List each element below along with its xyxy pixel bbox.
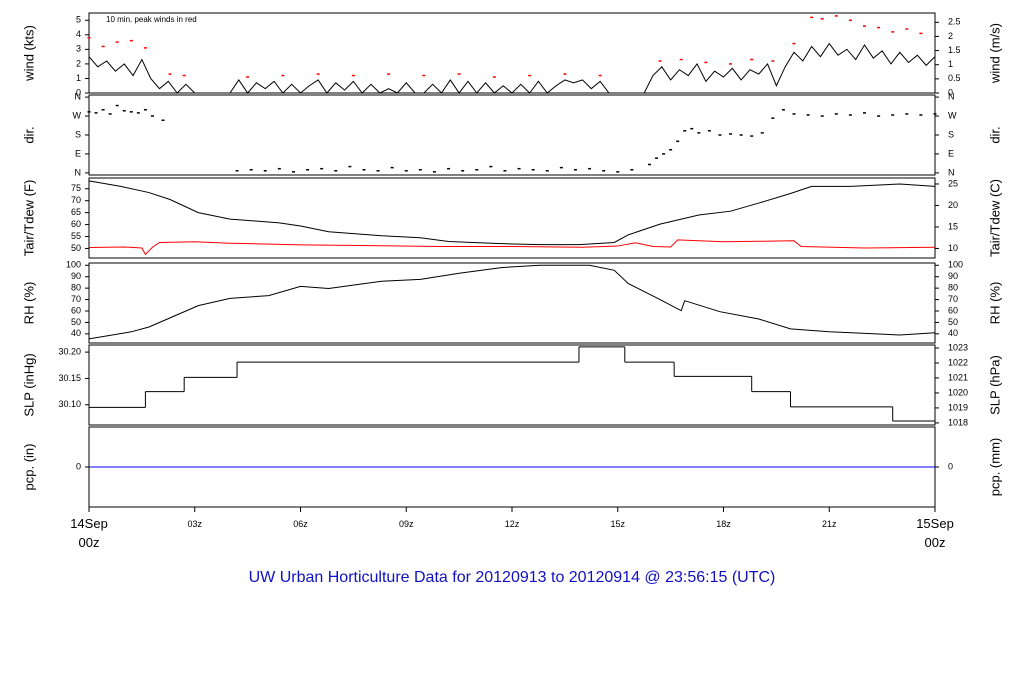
panel-frame <box>88 94 936 176</box>
y2-tick-label: 20 <box>948 200 958 210</box>
y2-tick-label: 2 <box>948 31 953 41</box>
panel-frame <box>88 344 936 426</box>
y2-tick-label: S <box>948 129 954 139</box>
y2-tick-label: 25 <box>948 178 958 188</box>
x-tick-label: 15z <box>610 519 625 529</box>
y2-tick-label: W <box>948 110 957 120</box>
y-tick-label: 50 <box>71 243 81 253</box>
y-tick-label: 3 <box>76 44 81 54</box>
y2-axis-title: pcp. (mm) <box>987 438 1002 497</box>
panel: 0 1 2 3 4 5 0 0.5 1 1.5 2 2.5 wind (kts) wind (m/s) 10… <box>21 12 1002 97</box>
y-tick-label: 1 <box>76 73 81 83</box>
x-tick-label: 09z <box>399 519 414 529</box>
data-line <box>88 264 936 340</box>
x-tick-label: 14Sep 00z <box>70 516 108 550</box>
annotation: 10 min. peak winds in red <box>106 15 197 24</box>
y-tick-label: N <box>75 167 82 177</box>
y2-tick-label: 100 <box>948 260 963 270</box>
y2-axis-title: SLP (hPa) <box>987 355 1002 415</box>
x-tick-label: 06z <box>293 519 308 529</box>
y2-tick-label: 50 <box>948 317 958 327</box>
y-tick-label: 70 <box>71 294 81 304</box>
y2-tick-label: 1019 <box>948 402 968 412</box>
y2-tick-label: 0 <box>948 87 953 97</box>
y2-tick-label: 1023 <box>948 342 968 352</box>
y-tick-label: 30.15 <box>58 373 81 383</box>
panel-frame <box>88 177 936 259</box>
y2-tick-label: 60 <box>948 305 958 315</box>
y-tick-label: 5 <box>76 15 81 25</box>
y-tick-label: 60 <box>71 305 81 315</box>
y-axis-title: SLP (inHg) <box>21 353 36 416</box>
data-line <box>88 180 936 246</box>
y2-tick-label: 0 <box>948 461 953 471</box>
y-tick-label: S <box>75 129 81 139</box>
y-tick-label: 0 <box>76 87 81 97</box>
y-tick-label: 100 <box>66 260 81 270</box>
y-axis-title: Tair/Tdew (F) <box>21 180 36 257</box>
y-axis-title: wind (kts) <box>21 25 36 82</box>
y-tick-label: 70 <box>71 195 81 205</box>
y-axis-title: dir. <box>21 126 36 143</box>
y-tick-label: 30.20 <box>58 346 81 356</box>
y2-tick-label: N <box>948 167 955 177</box>
y2-tick-label: 1022 <box>948 357 968 367</box>
y-tick-label: 60 <box>71 219 81 229</box>
y2-tick-label: 1020 <box>948 387 968 397</box>
y-axis-title: RH (%) <box>21 282 36 325</box>
x-tick-label: 15Sep 00z <box>916 516 954 550</box>
panel: 30.10 30.15 30.20 1018 1019 1020 1021 1022 1023 S… <box>21 342 1002 427</box>
y2-tick-label: 15 <box>948 221 958 231</box>
y2-axis-title: dir. <box>987 126 1002 143</box>
y2-tick-label: 1021 <box>948 372 968 382</box>
panel: 0 0 pcp. (in) pcp. (mm) <box>21 426 1002 508</box>
y2-tick-label: 70 <box>948 294 958 304</box>
y2-tick-label: 0.5 <box>948 73 961 83</box>
y-tick-label: 50 <box>71 317 81 327</box>
x-tick-label: 18z <box>716 519 731 529</box>
y-tick-label: 75 <box>71 183 81 193</box>
data-line <box>88 239 936 256</box>
y2-tick-label: 10 <box>948 243 958 253</box>
y-tick-label: 4 <box>76 29 81 39</box>
y-tick-label: 40 <box>71 328 81 338</box>
y-tick-label: 30.10 <box>58 399 81 409</box>
x-tick-label: 12z <box>505 519 520 529</box>
y-tick-label: E <box>75 148 81 158</box>
y2-tick-label: 40 <box>948 328 958 338</box>
y-tick-label: N <box>75 91 82 101</box>
data-line <box>88 42 936 94</box>
y2-tick-label: E <box>948 148 954 158</box>
y-tick-label: 0 <box>76 461 81 471</box>
y2-tick-label: 80 <box>948 283 958 293</box>
y2-tick-label: 1.5 <box>948 45 961 55</box>
y-tick-label: W <box>73 110 82 120</box>
x-tick-label: 21z <box>822 519 837 529</box>
y2-tick-label: 1 <box>948 59 953 69</box>
y2-tick-label: 1018 <box>948 417 968 427</box>
panel: 50 55 60 65 70 75 10 15 20 25 Tair/Tdew (F) Tair/Td… <box>21 177 1002 259</box>
y2-axis-title: wind (m/s) <box>987 23 1002 84</box>
chart-title: UW Urban Horticulture Data for 20120913 … <box>249 569 776 586</box>
y2-tick-label: N <box>948 91 955 101</box>
y-axis-title: pcp. (in) <box>21 444 36 491</box>
x-tick-label: 03z <box>187 519 202 529</box>
y-tick-label: 55 <box>71 231 81 241</box>
y2-axis-title: Tair/Tdew (C) <box>987 179 1002 257</box>
y-tick-label: 90 <box>71 271 81 281</box>
panel-frame <box>88 262 936 344</box>
y2-tick-label: 90 <box>948 271 958 281</box>
y-tick-label: 80 <box>71 283 81 293</box>
y2-tick-label: 2.5 <box>948 17 961 27</box>
y-tick-label: 65 <box>71 207 81 217</box>
y-tick-label: 2 <box>76 58 81 68</box>
y2-axis-title: RH (%) <box>987 282 1002 325</box>
